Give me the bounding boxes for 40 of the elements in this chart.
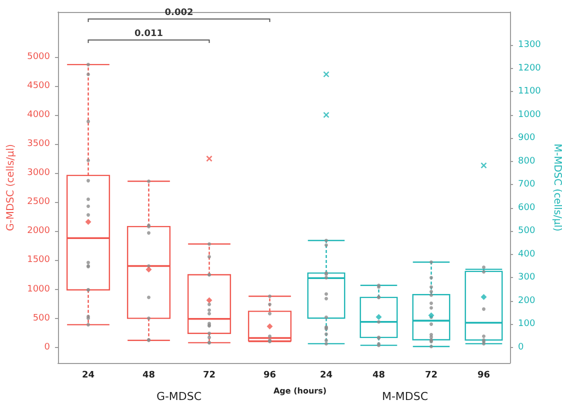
x-tick-label: 48 (142, 370, 156, 380)
y2-tick-label: 400 (518, 249, 536, 260)
y-tick-label: 2500 (27, 197, 50, 208)
x-tick-label: 72 (202, 370, 216, 380)
text: G-MDSC (156, 390, 202, 403)
y2-tick-label: 200 (518, 296, 536, 306)
y2-axis-title: M-MDSC (cells/µl) (551, 144, 562, 232)
y-axis-title: G-MDSC (cells/µl) (6, 144, 17, 231)
y2-tick-label: 800 (518, 156, 536, 166)
y-tick-label: 1500 (27, 255, 50, 266)
y2-tick-label: 700 (518, 180, 536, 190)
y2-tick-label: 100 (518, 319, 536, 330)
y2-tick-label: 0 (518, 342, 524, 352)
y-tick-label: 500 (32, 313, 50, 324)
y2-tick-label: 300 (518, 272, 536, 283)
y2-tick-label: 500 (518, 226, 536, 236)
text: M-MDSC (382, 390, 428, 403)
x-tick-label: 48 (372, 370, 386, 380)
y-tick-label: 1000 (27, 284, 50, 294)
x-tick-label: 96 (263, 370, 276, 380)
y-tick-label: 4500 (27, 81, 50, 92)
y2-tick-label: 900 (518, 133, 536, 144)
y2-tick-label: 1000 (518, 110, 542, 120)
x-tick-label: 24 (320, 370, 333, 380)
annotation: 0.011 (134, 29, 163, 39)
y-tick-label: 3500 (27, 139, 50, 150)
y-tick-label: 2000 (27, 226, 50, 236)
y-tick-label: 0 (44, 342, 50, 352)
y-tick-label: 3000 (27, 168, 50, 178)
x-tick-label: 24 (82, 370, 95, 380)
x-tick-label: 96 (477, 370, 490, 380)
y-tick-label: 4000 (27, 110, 50, 120)
x-tick-label: 72 (424, 370, 438, 380)
annotation: 0.002 (164, 8, 194, 18)
x-axis-title: Age (hours) (273, 386, 327, 396)
y-tick-label: 5000 (27, 52, 50, 62)
y2-tick-label: 1300 (518, 40, 542, 50)
y2-tick-label: 1100 (518, 86, 542, 97)
y2-tick-label: 1200 (518, 63, 542, 74)
y2-tick-label: 600 (518, 202, 536, 213)
